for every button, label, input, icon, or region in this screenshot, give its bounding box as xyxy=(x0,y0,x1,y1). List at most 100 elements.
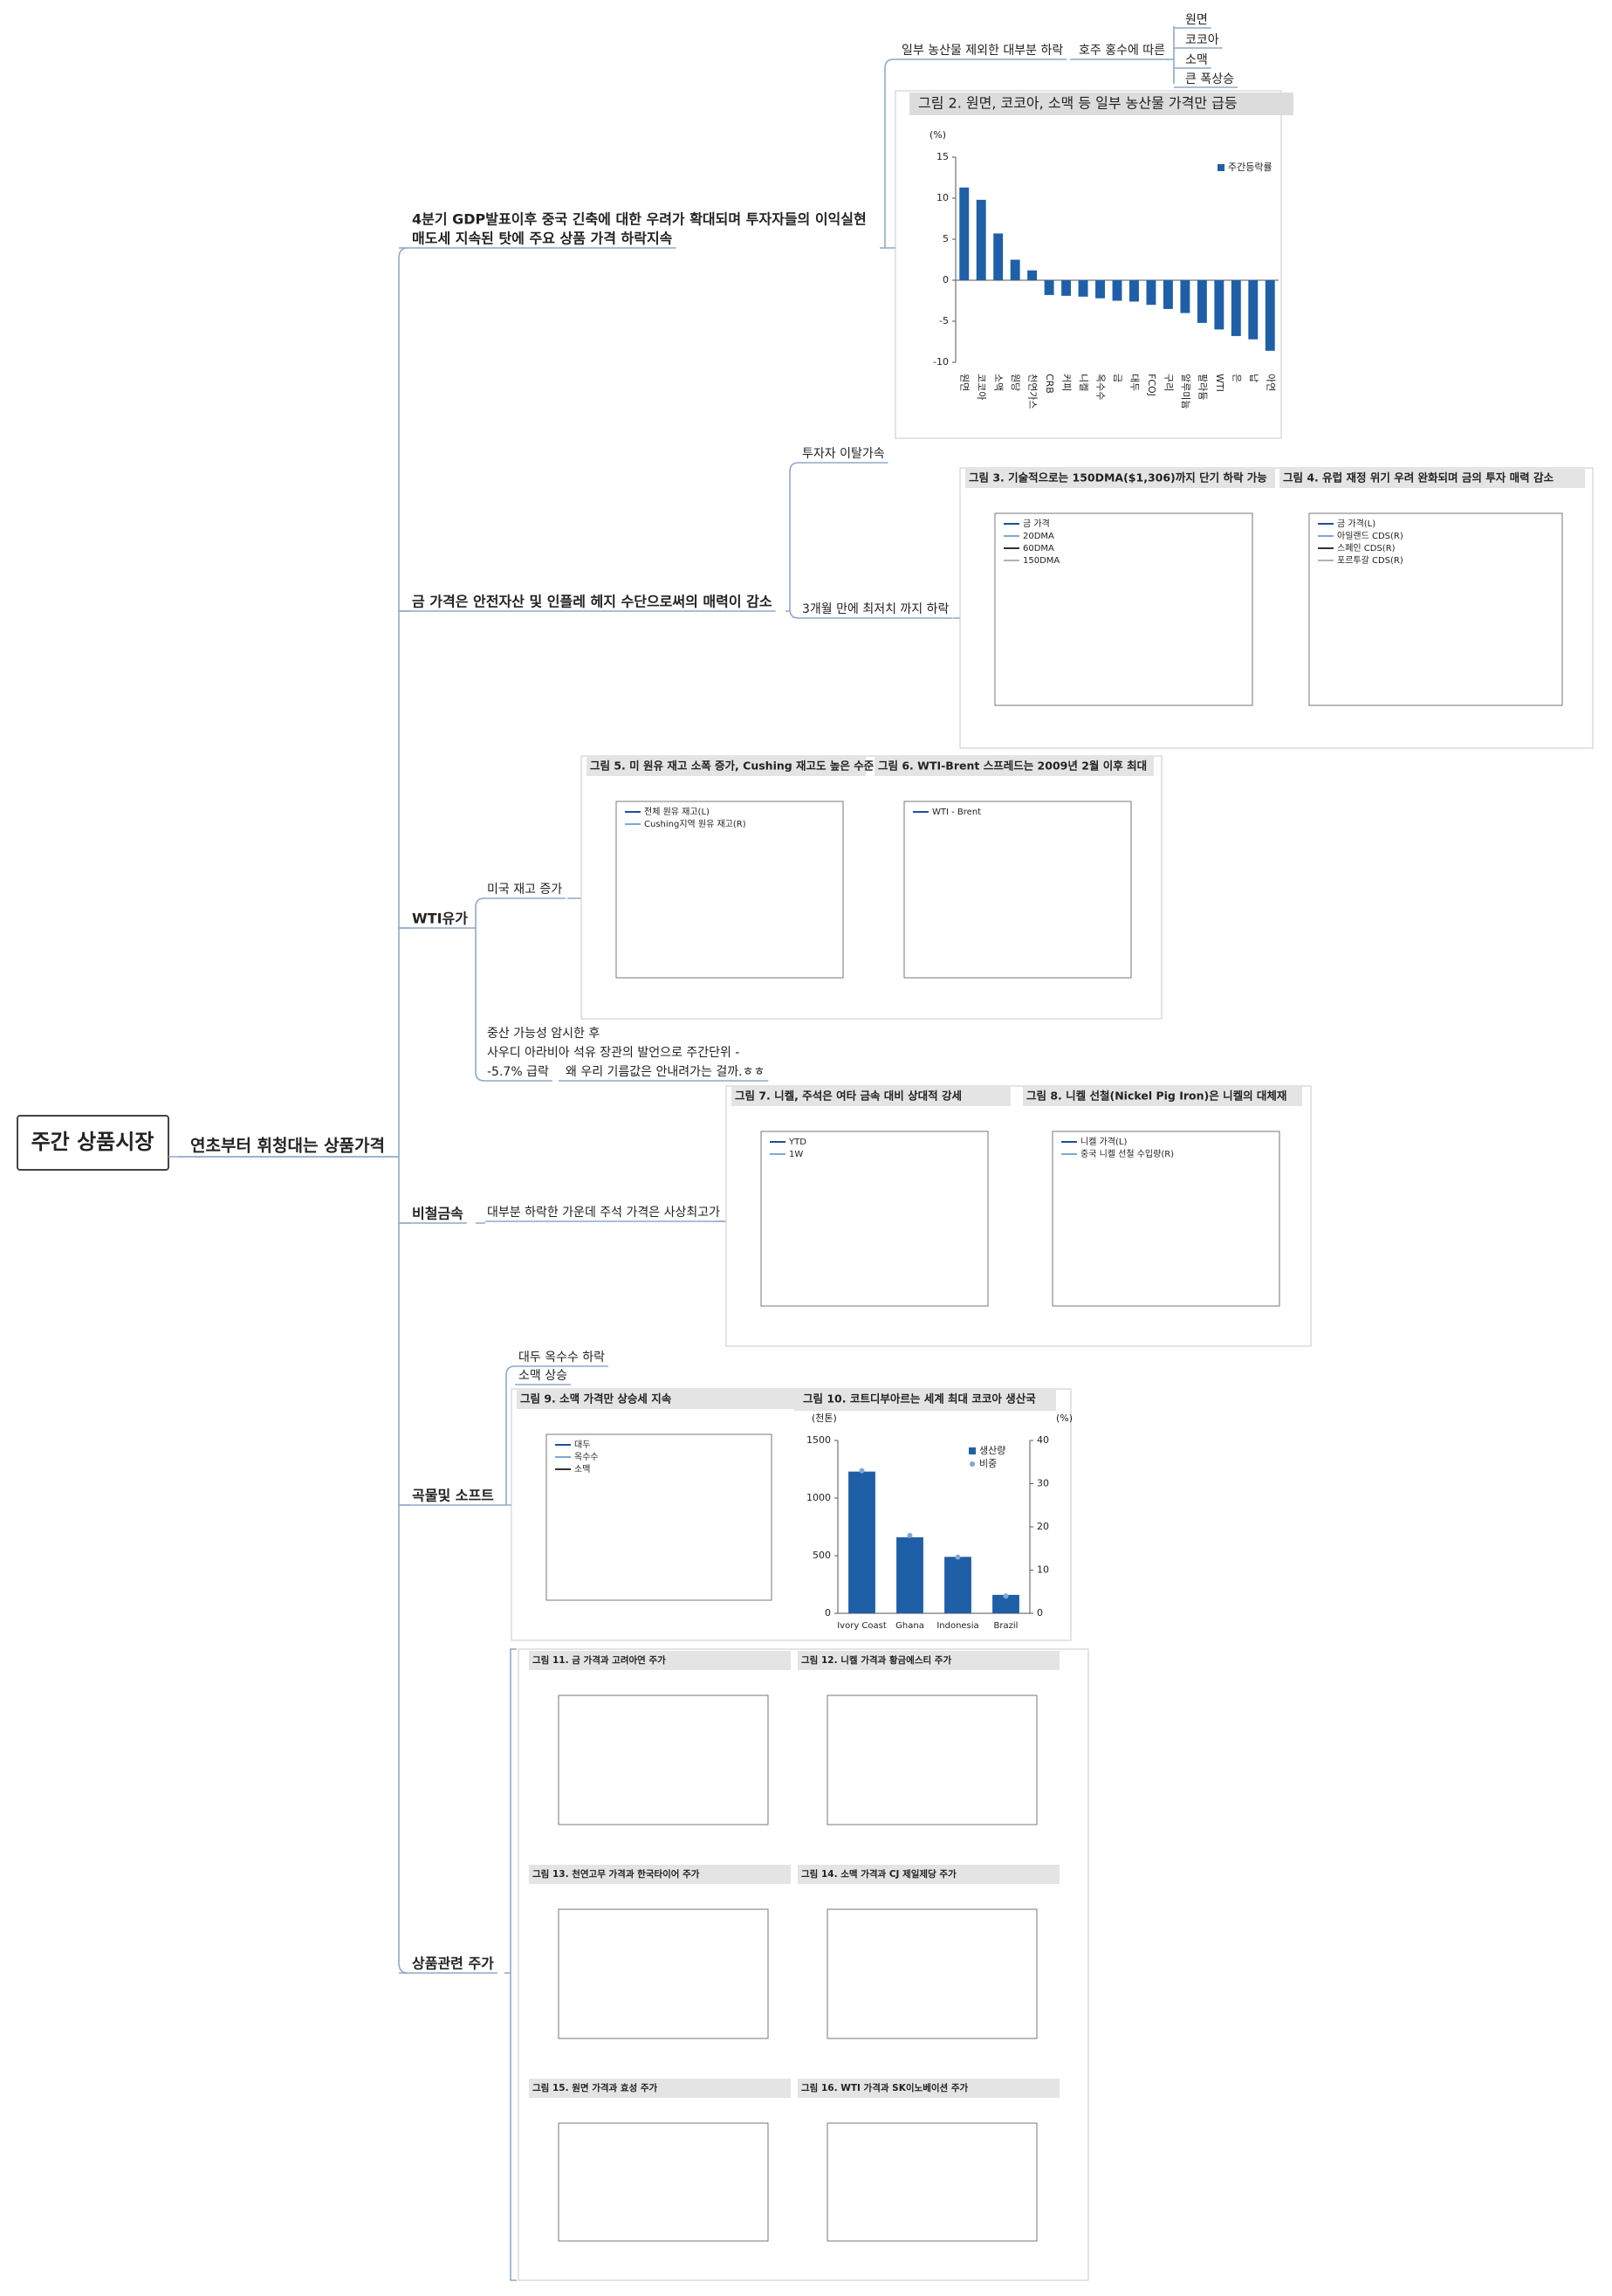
y-axis-unit: (천톤) xyxy=(812,1412,837,1424)
plot-frame xyxy=(827,1908,1038,2039)
node-label: 금 가격은 안전자산 및 인플레 헤지 수단으로써의 매력이 감소 xyxy=(412,594,772,610)
node-label: 3개월 만에 최저치 까지 하락 xyxy=(802,602,950,616)
legend-label: 비중 xyxy=(979,1458,997,1469)
x-tick-label: 원당 xyxy=(1010,374,1021,391)
figure-title-bar xyxy=(965,469,1275,488)
x-tick-label: 아연 xyxy=(1265,374,1276,391)
y-tick-label: 5 xyxy=(943,233,949,244)
edge xyxy=(497,1365,516,1506)
bar xyxy=(1061,280,1072,296)
x-tick-label: 소맥 xyxy=(993,374,1005,391)
marker xyxy=(907,1532,913,1538)
bar xyxy=(1112,280,1122,301)
plot-frame xyxy=(1052,1131,1280,1307)
bar xyxy=(896,1536,923,1613)
legend-swatch xyxy=(969,1447,976,1454)
node-label: -5.7% 급락 xyxy=(487,1065,549,1079)
figure-title: 그림 16. WTI 가격과 SK이노베이션 주가 xyxy=(801,2082,968,2093)
x-tick-label: 구리 xyxy=(1163,374,1174,391)
x-tick-label: 옥수수 xyxy=(1095,374,1107,400)
bar xyxy=(1248,280,1259,340)
bar xyxy=(1078,280,1088,297)
y2-tick-label: 20 xyxy=(1037,1521,1049,1532)
legend-label: 아일랜드 CDS(R) xyxy=(1337,531,1403,541)
y-tick-label: -5 xyxy=(939,315,949,327)
legend-label: WTI - Brent xyxy=(932,808,981,817)
edge xyxy=(399,610,410,1506)
figure-title-bar xyxy=(798,2079,1060,2098)
bar xyxy=(1231,280,1241,336)
legend-label: Cushing지역 원유 재고(R) xyxy=(644,819,746,829)
marker xyxy=(955,1554,961,1560)
plot-frame xyxy=(760,1131,989,1307)
legend-label: 20DMA xyxy=(1023,532,1054,541)
node-label: 매도세 지속된 탓에 주요 상품 가격 하락지속 xyxy=(412,230,673,247)
plot-frame xyxy=(1308,512,1563,706)
node-label: 큰 폭상승 xyxy=(1185,72,1234,86)
bar xyxy=(1129,280,1139,302)
chart-title: 그림 10. 코트디부아르는 세계 최대 코코아 생산국 xyxy=(803,1392,1036,1406)
root-box xyxy=(17,1115,169,1171)
node-label: 소맥 상승 xyxy=(518,1369,567,1383)
node-label: 연초부터 휘청대는 상품가격 xyxy=(190,1137,385,1156)
y2-tick-label: 40 xyxy=(1037,1434,1049,1446)
x-tick-label: 커피 xyxy=(1061,374,1073,391)
y2-tick-label: 10 xyxy=(1037,1564,1049,1576)
x-tick-label: 천연가스 xyxy=(1027,374,1039,409)
node-label: 4분기 GDP발표이후 중국 긴축에 대한 우려가 확대되며 투자자들의 이익실… xyxy=(412,211,867,228)
figure-title-bar xyxy=(529,1865,791,1884)
figure-title-bar xyxy=(529,1651,791,1670)
plot-frame xyxy=(558,1908,769,2039)
figure-panel xyxy=(580,755,1163,1020)
plot-frame xyxy=(545,1433,772,1601)
figure-title-bar xyxy=(875,757,1154,776)
bar xyxy=(976,199,986,280)
node-label: 왜 우리 기름값은 안내려가는 걸까.ㅎㅎ xyxy=(566,1065,765,1079)
y2-tick-label: 30 xyxy=(1037,1478,1049,1489)
bar xyxy=(848,1471,875,1613)
bar xyxy=(1180,280,1190,313)
figure-title-bar xyxy=(517,1390,794,1409)
chart-title: 그림 2. 원면, 코코아, 소맥 등 일부 농산물 가격만 급등 xyxy=(918,95,1238,112)
y-tick-label: 0 xyxy=(943,274,949,285)
node-label: WTI유가 xyxy=(412,911,468,927)
x-tick-label: 은 xyxy=(1231,374,1242,382)
node-label: 대부분 하락한 가운데 주석 가격은 사상최고가 xyxy=(487,1206,720,1220)
node-label: 비철금속 xyxy=(412,1206,463,1222)
plot-frame xyxy=(827,1695,1038,1825)
x-tick-label: 니켈 xyxy=(1078,374,1089,391)
bar xyxy=(1197,280,1207,323)
figure-title: 그림 4. 유럽 재정 위기 우려 완화되며 금의 투자 매력 감소 xyxy=(1283,471,1554,485)
x-tick-label: 팔라듐 xyxy=(1197,374,1208,400)
figure-title-bar xyxy=(731,1087,1011,1106)
figure-title-bar xyxy=(586,757,866,776)
plot-frame xyxy=(994,512,1253,706)
figure-panel xyxy=(725,1085,1312,1347)
x-tick-label: Indonesia xyxy=(936,1621,978,1631)
bar xyxy=(1214,280,1224,330)
node-label: 일부 농산물 제외한 대부분 하락 xyxy=(902,44,1063,58)
figure-title: 그림 6. WTI-Brent 스프레드는 2009년 2월 이후 최대 xyxy=(878,760,1147,773)
legend-label: 니켈 가격(L) xyxy=(1080,1136,1127,1147)
bar xyxy=(944,1557,971,1613)
root-label: 주간 상품시장 xyxy=(31,1130,154,1154)
bar xyxy=(1095,280,1105,299)
marker xyxy=(859,1468,865,1474)
x-tick-label: CRB xyxy=(1044,374,1055,394)
figure-title: 그림 9. 소맥 가격만 상승세 지속 xyxy=(520,1392,672,1406)
edge xyxy=(504,1648,517,2281)
legend-label: 소맥 xyxy=(574,1464,590,1475)
figure-title-bar xyxy=(794,1388,1056,1411)
x-tick-label: 납 xyxy=(1248,374,1259,382)
legend-label: 금 가격 xyxy=(1023,518,1050,529)
x-tick-label: 금 xyxy=(1112,374,1123,382)
node-label: 미국 재고 증가 xyxy=(487,883,562,897)
bar xyxy=(1265,280,1275,351)
node-label: 코코아 xyxy=(1185,33,1219,47)
figure-title: 그림 12. 니켈 가격과 황금에스티 주가 xyxy=(801,1654,951,1666)
node-label: 대두 옥수수 하락 xyxy=(518,1351,605,1365)
figure-title-bar xyxy=(798,1651,1060,1670)
x-tick-label: Ghana xyxy=(895,1621,924,1631)
x-tick-label: 알루미늄 xyxy=(1180,374,1192,409)
y-tick-label: 500 xyxy=(813,1550,831,1561)
